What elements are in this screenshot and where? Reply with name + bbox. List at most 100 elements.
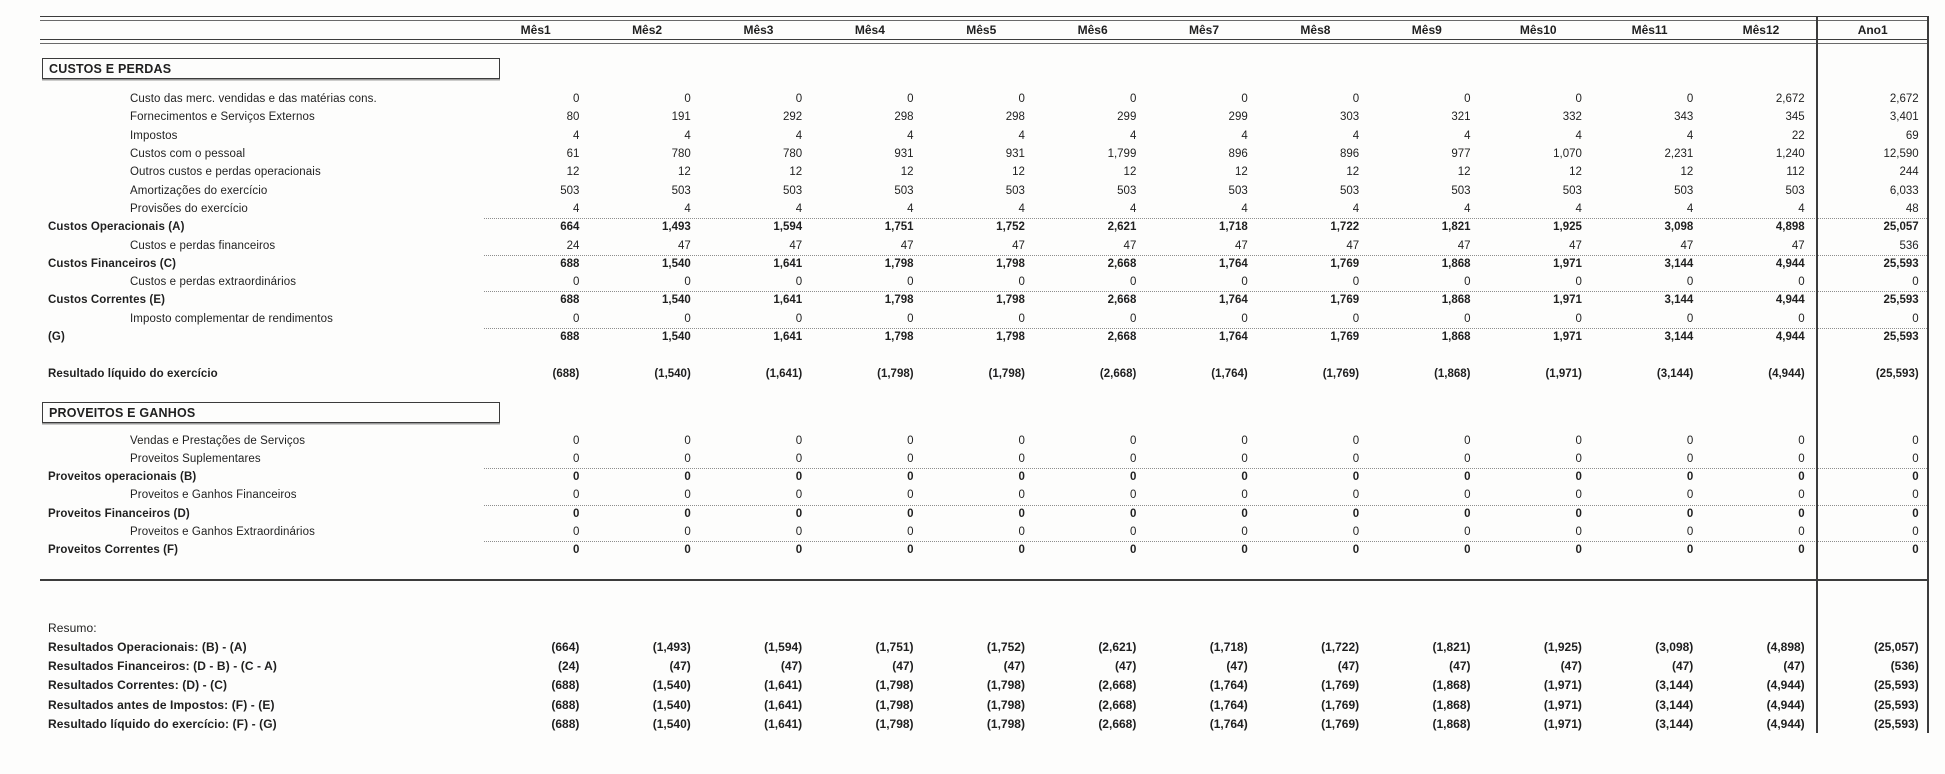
column-header-mês9: Mês9 xyxy=(1411,23,1442,37)
cell-mes6: 2,668 xyxy=(1107,294,1137,307)
cell-mes10: 4 xyxy=(1575,202,1582,215)
cell-ano1: 0 xyxy=(1912,312,1919,325)
cell-mes12: 345 xyxy=(1785,111,1805,124)
cell-mes2: 0 xyxy=(684,452,691,465)
cell-mes8: 0 xyxy=(1352,452,1360,465)
cell-mes9: 0 xyxy=(1464,544,1471,557)
cell-mes6: 2,621 xyxy=(1107,221,1137,234)
cell-ano1: 0 xyxy=(1912,544,1919,557)
cell-mes7: 0 xyxy=(1241,93,1248,106)
cell-mes11: (3,144) xyxy=(1656,368,1694,381)
cell-mes7: 0 xyxy=(1241,452,1248,465)
cell-mes2: 0 xyxy=(684,93,691,106)
row-label: Proveitos Correntes (F) xyxy=(48,544,179,557)
cell-mes3: 4 xyxy=(795,202,803,215)
column-header-mês7: Mês7 xyxy=(1189,23,1220,37)
cell-mes10: 1,070 xyxy=(1553,148,1582,161)
resumo-row: Resultados Correntes: (D) - (C) (688) (1,5… xyxy=(40,676,1929,695)
cell-mes3: 1,641 xyxy=(773,294,803,307)
cell-mes10: (1,925) xyxy=(1543,639,1582,654)
cell-mes10: 47 xyxy=(1569,239,1582,252)
cell-mes3: 47 xyxy=(789,239,803,252)
cell-mes7: (1,718) xyxy=(1209,639,1248,654)
cell-mes7: 12 xyxy=(1234,166,1248,179)
cell-mes5: (1,798) xyxy=(986,697,1025,712)
cell-mes11: (3,144) xyxy=(1655,716,1694,731)
cell-mes6: 2,668 xyxy=(1107,331,1137,343)
header-top-rule xyxy=(40,16,1929,21)
cell-mes10: 0 xyxy=(1575,489,1582,502)
cell-mes6: 0 xyxy=(1129,526,1137,539)
cell-mes9: 0 xyxy=(1464,489,1471,502)
cell-mes7: (47) xyxy=(1226,658,1248,673)
cell-mes6: (2,668) xyxy=(1098,678,1137,693)
row-label: Resultado líquido do exercício: (F) - (G… xyxy=(48,716,277,731)
cell-ano1: 25,057 xyxy=(1883,221,1919,234)
cell-mes10: 1,925 xyxy=(1553,221,1582,234)
cell-mes5: 0 xyxy=(1018,312,1025,325)
cell-mes7: 0 xyxy=(1241,276,1248,289)
row-label: Imposto complementar de rendimentos xyxy=(130,312,333,325)
cell-mes5: 0 xyxy=(1018,276,1025,289)
resumo-row: Resultados Financeiros: (D - B) - (C - A… xyxy=(40,656,1929,675)
cell-mes8: 896 xyxy=(1339,148,1360,161)
row-label: (G) xyxy=(48,331,65,343)
column-header-mês2: Mês2 xyxy=(632,23,663,37)
cell-mes10: (1,971) xyxy=(1543,697,1582,712)
cell-mes5: 0 xyxy=(1018,452,1025,465)
cell-mes5: 931 xyxy=(1005,148,1025,161)
cell-mes11: 343 xyxy=(1674,111,1694,124)
cell-mes9: 0 xyxy=(1464,434,1471,447)
cell-mes8: 0 xyxy=(1352,93,1360,106)
cell-mes1: 80 xyxy=(566,111,580,124)
cell-mes2: (1,540) xyxy=(652,716,691,731)
cell-mes6: (2,668) xyxy=(1099,368,1137,381)
cell-mes6: 0 xyxy=(1129,452,1137,465)
cell-mes3: (1,641) xyxy=(764,678,803,693)
row-label: Outros custos e perdas operacionais xyxy=(130,166,321,179)
column-header-mês12: Mês12 xyxy=(1742,23,1780,37)
row-label: Impostos xyxy=(130,129,178,142)
cell-mes1: (688) xyxy=(551,678,580,693)
row-label: Proveitos Suplementares xyxy=(130,452,261,465)
cell-mes7: (1,764) xyxy=(1211,368,1248,381)
proveitos-row: Proveitos Suplementares 0 0 0 0 0 0 0 0 0 0 0 0 0 xyxy=(40,450,1929,468)
cell-mes7: 1,718 xyxy=(1218,221,1248,234)
cell-mes4: (1,798) xyxy=(875,697,914,712)
cell-mes4: 503 xyxy=(894,184,914,197)
cell-mes9: (1,868) xyxy=(1434,368,1471,381)
cell-ano1: 0 xyxy=(1912,434,1919,447)
proveitos-row: Proveitos Financeiros (D) 0 0 0 0 0 0 0 0 0 0 0 0 0 xyxy=(40,504,1929,523)
cell-mes10: 0 xyxy=(1575,471,1582,484)
cell-mes4: (1,798) xyxy=(875,716,914,731)
cell-mes10: 0 xyxy=(1575,526,1582,539)
cell-mes10: 4 xyxy=(1575,129,1582,142)
row-label: Resultados Correntes: (D) - (C) xyxy=(48,678,228,693)
cell-mes10: 0 xyxy=(1575,276,1582,289)
cell-mes8: 1,769 xyxy=(1330,331,1360,343)
proveitos-title-text: PROVEITOS E GANHOS xyxy=(49,405,196,420)
row-label: Resultados Operacionais: (B) - (A) xyxy=(48,639,247,654)
cell-mes11: 3,144 xyxy=(1664,294,1694,307)
resumo-label: Resumo: xyxy=(48,621,97,636)
cell-mes11: (3,098) xyxy=(1655,639,1694,654)
cell-mes10: 0 xyxy=(1575,507,1582,520)
cell-mes11: 0 xyxy=(1686,489,1694,502)
column-header-mês11: Mês11 xyxy=(1631,23,1668,37)
cell-mes7: 1,764 xyxy=(1218,331,1248,343)
cell-mes6: (2,668) xyxy=(1098,697,1137,712)
cell-mes1: 4 xyxy=(572,129,580,142)
cell-mes9: 1,868 xyxy=(1441,331,1471,343)
cell-mes6: 4 xyxy=(1129,129,1137,142)
cell-mes12: (47) xyxy=(1783,658,1805,673)
cell-mes4: (1,751) xyxy=(875,639,914,654)
cell-mes1: 24 xyxy=(566,239,580,252)
cell-ano1: 69 xyxy=(1905,129,1919,142)
custos-row: Imposto complementar de rendimentos 0 0 0 0 0… xyxy=(40,310,1929,328)
cell-ano1: (25,593) xyxy=(1875,368,1919,381)
cell-mes3: 12 xyxy=(789,166,803,179)
cell-mes2: 0 xyxy=(684,544,691,557)
cell-mes9: 47 xyxy=(1457,239,1471,252)
cell-mes4: 0 xyxy=(907,489,914,502)
cell-mes4: 0 xyxy=(907,93,914,106)
